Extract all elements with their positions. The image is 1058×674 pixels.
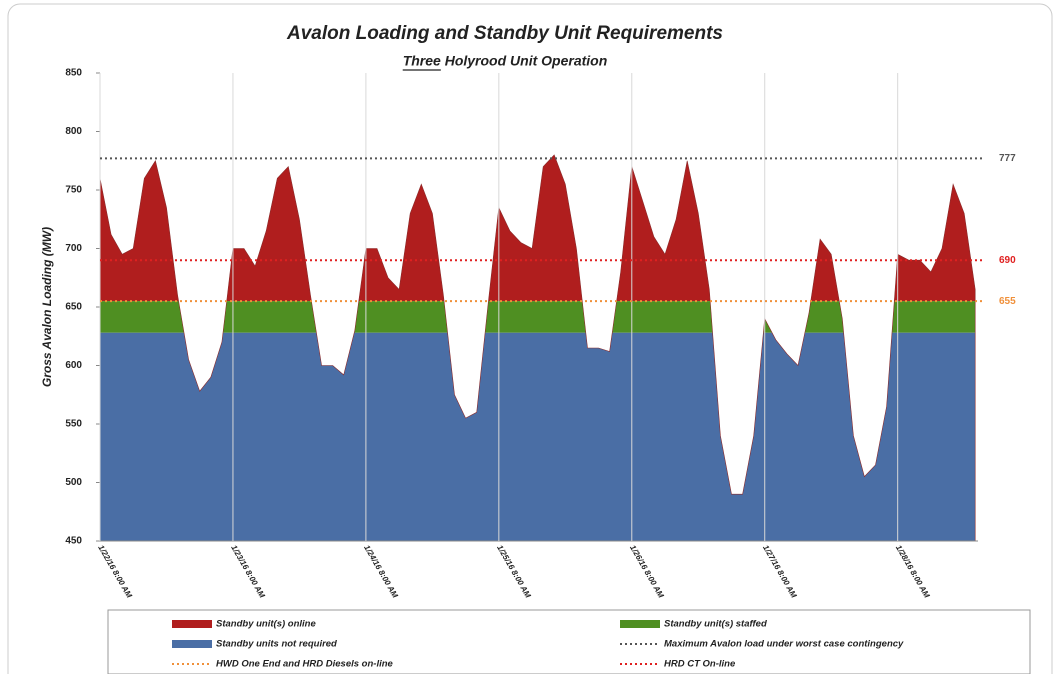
legend-label: Maximum Avalon load under worst case con…: [664, 639, 904, 650]
y-tick-label: 700: [65, 243, 82, 254]
y-axis-label: Gross Avalon Loading (MW): [40, 227, 54, 387]
load-outline: [99, 154, 976, 542]
area-band: [100, 332, 976, 541]
area-band: [100, 154, 976, 302]
legend-label: Standby unit(s) online: [216, 619, 316, 630]
chart-title: Avalon Loading and Standby Unit Requirem…: [286, 23, 723, 44]
legend-swatch: [620, 620, 660, 628]
reference-label: 777: [999, 153, 1016, 164]
chart-subtitle: Three Holyrood Unit Operation: [403, 53, 608, 69]
y-tick-label: 600: [65, 360, 82, 371]
y-tick-label: 800: [65, 126, 82, 137]
reference-label: 655: [999, 296, 1016, 307]
legend-swatch: [172, 620, 212, 628]
y-tick-label: 500: [65, 477, 82, 488]
y-tick-label: 450: [65, 536, 82, 547]
legend-label: HWD One End and HRD Diesels on-line: [216, 659, 394, 670]
y-tick-label: 750: [65, 185, 82, 196]
plot: [99, 154, 976, 542]
y-tick-label: 650: [65, 302, 82, 313]
legend-swatch: [172, 640, 212, 648]
y-tick-label: 850: [65, 68, 82, 79]
y-tick-label: 550: [65, 419, 82, 430]
legend-label: HRD CT On-line: [664, 659, 736, 670]
legend-label: Standby unit(s) staffed: [664, 619, 767, 630]
legend-label: Standby units not required: [216, 639, 337, 650]
area-band: [100, 301, 976, 333]
legend-box: [107, 609, 1031, 674]
reference-label: 690: [999, 255, 1016, 266]
